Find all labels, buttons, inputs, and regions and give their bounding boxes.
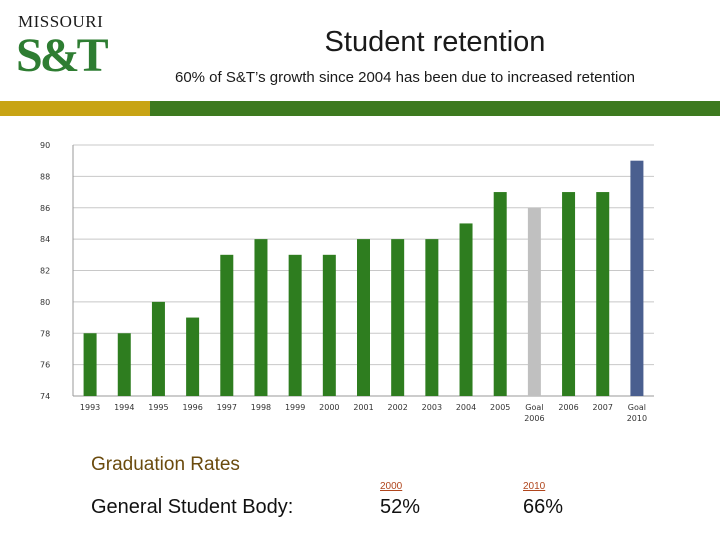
slide-title: Student retention [324,26,546,58]
bar-2004 [459,223,473,396]
bar-1997 [220,254,234,396]
y-tick-label: 82 [40,267,50,276]
bar-2005 [493,192,507,396]
bar-1995 [151,301,165,396]
x-tick-label: 1999 [285,403,305,412]
bar-1999 [288,254,302,396]
y-tick-label: 84 [40,235,50,244]
slide-subtitle: 60% of S&T’s growth since 2004 has been … [174,69,636,86]
y-tick-label: 90 [40,141,50,150]
x-tick-label: 1996 [182,403,202,412]
x-tick-label: 2003 [422,403,442,412]
x-tick-label: 2000 [319,403,339,412]
x-tick-label: 1997 [217,403,237,412]
general-student-body-label: General Student Body: [91,496,294,518]
university-logo: MISSOURI S&T [14,12,114,88]
graduation-rates-heading: Graduation Rates [91,454,240,475]
graduation-year-2010: 2010 [523,481,546,492]
x-tick-label: 2002 [387,403,407,412]
y-tick-label: 74 [40,392,50,401]
x-tick-label: 1995 [148,403,168,412]
graduation-rate-2010: 66% [523,496,564,518]
x-tick-label: 2007 [593,403,613,412]
accent-bar-green [150,101,720,116]
bar-2003 [425,239,439,396]
x-tick-label: Goal 2006 [524,403,544,423]
bar-2001 [357,239,370,396]
retention-bar-chart: 74 76 78 80 82 84 86 88 90 1993 1994 1995 1996 1997 19… [40,141,654,423]
bar-1996 [186,317,200,396]
bar-2006 [562,192,576,396]
bar-1998 [254,239,268,396]
graduation-rate-2000: 52% [380,496,421,518]
bar-2007 [596,192,610,396]
x-tick-label: 1994 [114,403,134,412]
accent-bar-yellow [0,101,150,116]
x-tick-label: 1993 [80,403,100,412]
bar-goal-2010 [630,160,644,396]
x-tick-label: 2006 [558,403,578,412]
y-tick-label: 88 [40,172,50,181]
bar-2000 [322,254,336,396]
x-tick-label: 1998 [251,403,271,412]
bar-1994 [117,333,131,396]
logo-main-text: S&T [16,29,109,82]
graduation-year-2000: 2000 [380,481,403,492]
logo-top-text: MISSOURI [18,12,104,31]
x-tick-label: 2001 [353,403,373,412]
y-tick-label: 80 [40,298,50,307]
bar-2002 [391,239,405,396]
y-tick-label: 78 [40,329,50,338]
x-tick-label: Goal 2010 [627,403,647,423]
x-tick-label: 2005 [490,403,510,412]
y-tick-label: 76 [40,361,50,370]
y-tick-label: 86 [40,204,50,213]
bar-goal-2006 [527,207,541,396]
bar-1993 [83,333,97,396]
x-tick-label: 2004 [456,403,476,412]
